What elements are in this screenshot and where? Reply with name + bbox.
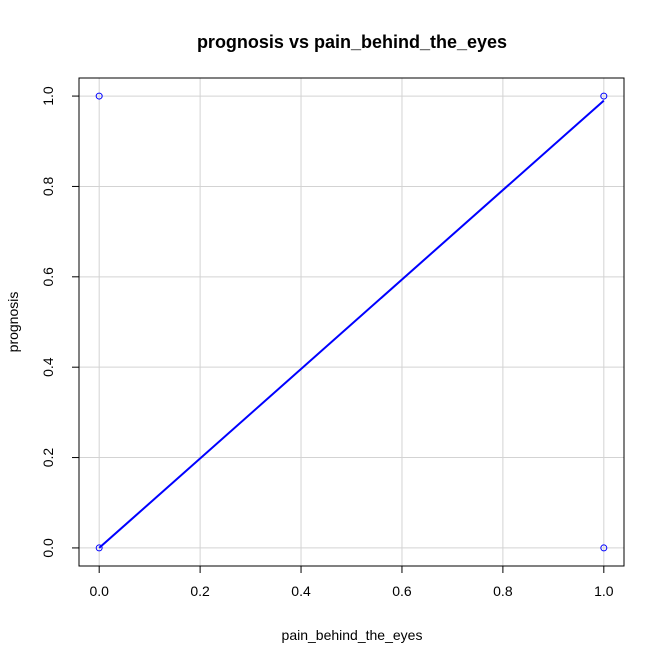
data-point-2 (600, 92, 608, 100)
y-tick-label-2: 0.4 (40, 357, 56, 377)
x-tick-label-0: 0.0 (89, 583, 109, 599)
y-tick-label-1: 0.2 (40, 448, 56, 468)
x-tick-label-3: 0.6 (392, 583, 412, 599)
x-tick-label-2: 0.4 (291, 583, 311, 599)
series-layer (95, 92, 608, 552)
trend-line (98, 99, 605, 549)
data-point-1 (95, 544, 103, 552)
y-tick-label-3: 0.6 (40, 267, 56, 287)
x-tick-label-1: 0.2 (190, 583, 210, 599)
y-tick-label-5: 1.0 (40, 86, 56, 106)
y-tick-label-0: 0.0 (40, 538, 56, 558)
y-tick-label-4: 0.8 (40, 177, 56, 197)
y-axis-label: prognosis (5, 292, 21, 353)
x-tick-label-5: 1.0 (594, 583, 614, 599)
data-point-0 (95, 92, 103, 100)
chart-title: prognosis vs pain_behind_the_eyes (197, 32, 507, 52)
x-tick-label-4: 0.8 (493, 583, 513, 599)
x-axis-label: pain_behind_the_eyes (282, 627, 423, 643)
grid-layer (79, 78, 624, 566)
data-point-3 (600, 544, 608, 552)
plot-border (78, 77, 625, 567)
axes-layer: 0.0 0.2 0.4 0.6 0.8 1.0 0.0 0.2 0.4 0.6 0.8 1.0 (40, 77, 625, 599)
